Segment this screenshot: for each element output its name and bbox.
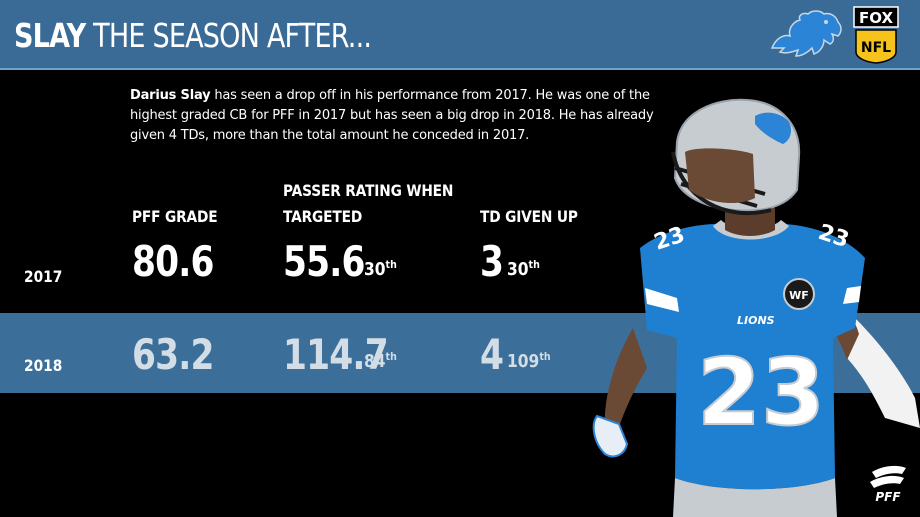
title-bold: SLAY: [14, 16, 86, 55]
rank-number: 84: [364, 351, 386, 372]
fox-text: FOX: [859, 9, 893, 27]
pff-logo-text: PFF: [875, 490, 901, 504]
intro-line-2: highest graded CB for PFF in 2017 but ha…: [130, 108, 654, 123]
nfl-text: NFL: [861, 40, 891, 56]
rank-suffix: th: [385, 258, 397, 271]
page-title: SLAY THE SEASON AFTER...: [14, 16, 372, 55]
column-header-passer-rating-line2: TARGETED: [283, 207, 363, 226]
player-name: Darius Slay: [130, 88, 211, 103]
player-photo: 23 23 LIONS WF 23: [592, 98, 920, 517]
row-year: 2018: [24, 356, 63, 375]
intro-line-1-text: has seen a drop off in his performance f…: [210, 88, 650, 103]
title-rest: THE SEASON AFTER...: [85, 16, 372, 55]
header-bar: SLAY THE SEASON AFTER... FOX NFL: [0, 0, 920, 70]
rank-number: 30: [364, 259, 386, 280]
jersey-wordmark: LIONS: [737, 314, 775, 327]
td-given-up-value: 4: [480, 330, 504, 379]
passer-rating-value: 55.6: [283, 237, 366, 286]
rank-suffix: th: [385, 350, 397, 363]
rank-suffix: th: [528, 258, 540, 271]
pff-logo-icon: PFF: [870, 465, 906, 504]
intro-paragraph: Darius Slay has seen a drop off in his p…: [130, 86, 654, 146]
passer-rating-value: 114.7: [283, 330, 389, 379]
column-header-pff-grade: PFF GRADE: [132, 207, 218, 226]
rank-number: 30: [507, 259, 529, 280]
row-year: 2017: [24, 267, 63, 286]
pff-grade-value: 80.6: [132, 237, 215, 286]
intro-line-3: given 4 TDs, more than the total amount …: [130, 128, 530, 143]
passer-rating-rank: 30th: [364, 258, 397, 280]
column-header-td-given-up: TD GIVEN UP: [480, 207, 578, 226]
rank-number: 109: [507, 351, 540, 372]
intro-line-1: Darius Slay has seen a drop off in his p…: [130, 86, 650, 106]
td-given-up-value: 3: [480, 237, 504, 286]
column-header-passer-rating: PASSER RATING WHEN TARGETED: [283, 178, 453, 230]
passer-rating-rank: 84th: [364, 350, 397, 372]
fox-nfl-logo-icon: FOX NFL: [853, 6, 899, 64]
td-given-up-rank: 30th: [507, 258, 540, 280]
rank-suffix: th: [539, 350, 551, 363]
jersey-patch: WF: [789, 289, 809, 302]
lion-logo-icon: [770, 10, 842, 57]
td-given-up-rank: 109th: [507, 350, 551, 372]
pff-grade-value: 63.2: [132, 330, 215, 379]
column-header-passer-rating-line1: PASSER RATING WHEN: [283, 181, 454, 200]
jersey-number: 23: [697, 339, 825, 446]
